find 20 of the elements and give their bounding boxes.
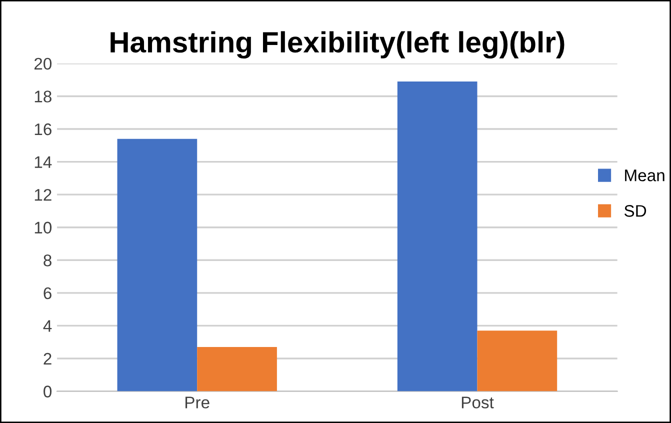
y-tick-label: 4 [43,320,52,332]
x-tick-label: Pre [186,396,210,408]
chart-title: Hamstring Flexibility(left leg)(blr) [110,31,564,59]
bar [197,347,277,392]
bar [397,81,478,392]
y-tick-label: 8 [44,254,52,266]
y-tick-label: 10 [34,222,52,234]
y-tick-label: 12 [34,188,52,201]
bar [117,138,198,392]
y-tick-label: 18 [34,90,52,102]
legend-label: SD [624,205,646,217]
y-tick-label: 14 [34,156,52,168]
y-tick-label: 0 [44,386,52,398]
y-tick-label: 6 [44,287,52,300]
y-tick-label: 16 [34,123,52,136]
y-tick-label: 20 [34,58,52,70]
y-tick-label: 2 [44,352,52,365]
legend-label: Mean [625,170,664,182]
bar [477,330,558,392]
x-tick-label: Post [462,396,494,408]
